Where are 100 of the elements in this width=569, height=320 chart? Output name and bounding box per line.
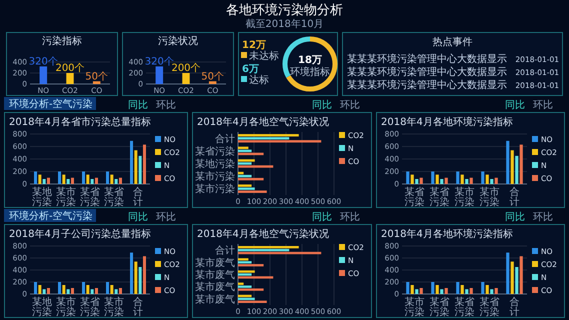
bar (66, 73, 74, 84)
x-tick-label: 某省污染 (430, 186, 450, 208)
text: 某某某环境污染管理中心大数据显示 (347, 79, 507, 91)
bar (470, 178, 473, 184)
bar (431, 282, 434, 294)
bar (238, 246, 299, 248)
bar (118, 288, 122, 294)
bar (58, 282, 62, 294)
bar (58, 172, 62, 184)
bar (470, 288, 473, 294)
text: 环比 (533, 211, 553, 223)
bar (86, 174, 90, 184)
bar (481, 172, 484, 184)
text: 环比 (340, 99, 360, 111)
text: 环境指标 (290, 66, 330, 78)
text: 各地环境污染物分析 (226, 2, 343, 18)
bar (238, 300, 267, 303)
data-label: 50个 (201, 70, 224, 82)
bar (142, 256, 146, 294)
bar (465, 179, 468, 184)
x-tick-label: 某省污染 (430, 296, 450, 318)
bar (238, 172, 244, 174)
bar (515, 267, 518, 294)
bar (38, 285, 42, 294)
chart-title: 2018年4月各地环境污染指标 (381, 228, 513, 240)
x-tick-label: 某市污染 (104, 296, 124, 318)
chart-title: 2018年4月子公司污染总量指标 (9, 228, 151, 240)
text: 环境分析-空气污染 (9, 210, 93, 222)
bar (110, 285, 114, 294)
text: 环比 (533, 99, 553, 111)
bar (410, 174, 414, 184)
text: 某某某环境污染管理中心大数据显示 (347, 66, 507, 78)
bar (406, 172, 410, 184)
text: 同比 (505, 99, 525, 111)
bar (238, 134, 299, 136)
text: 同比 (312, 99, 332, 111)
bar (42, 179, 46, 184)
bar (94, 288, 98, 294)
bar (208, 81, 216, 84)
bar (238, 190, 267, 193)
bar (490, 289, 494, 294)
bar (460, 285, 464, 294)
bar (82, 172, 86, 184)
bar (106, 172, 110, 184)
bar (520, 256, 523, 294)
bar (66, 289, 70, 294)
bar (420, 178, 423, 184)
bar (238, 248, 290, 252)
bar (92, 81, 100, 84)
bar (510, 150, 514, 184)
bar (46, 178, 50, 184)
bar (436, 285, 439, 294)
donut-slice (286, 36, 338, 92)
bar (238, 264, 264, 266)
bar (106, 282, 110, 294)
bar (486, 285, 489, 294)
bar (494, 178, 498, 184)
text: 同比 (128, 99, 148, 111)
bar (66, 179, 70, 184)
chart-title: 2018年4月各地空气污染状况 (197, 116, 329, 128)
bar (156, 66, 164, 84)
bar (440, 289, 444, 294)
x-tick-label: 某省污染 (104, 186, 124, 208)
bar (62, 285, 66, 294)
text: 环比 (156, 211, 176, 223)
y-tick-label: 某市废气 (195, 293, 235, 306)
text: 18万 (298, 55, 322, 66)
bar (34, 172, 38, 184)
bar (238, 286, 252, 288)
bar (444, 288, 448, 294)
x-tick-label: 某省污染 (80, 296, 100, 318)
bar (238, 282, 244, 285)
text: 同比 (312, 211, 332, 223)
data-label: 50个 (85, 70, 108, 82)
bar (62, 174, 66, 184)
text: 环境分析-空气污染 (9, 98, 93, 110)
bar (238, 261, 252, 264)
bar (456, 172, 460, 184)
bar (86, 285, 90, 294)
bar (90, 179, 94, 184)
legend-label: 未达标 (249, 50, 279, 62)
y-tick-label: 某地污染 (195, 158, 235, 170)
x-tick-label: 某市污染 (56, 186, 76, 208)
chart-title: 污染指标 (42, 35, 82, 47)
bar (130, 252, 134, 294)
bar (46, 288, 50, 294)
bar (70, 178, 74, 184)
x-tick-label: 合计 (510, 296, 520, 318)
bar (238, 288, 264, 291)
bar (238, 298, 255, 300)
y-tick-label: 某市废气 (195, 256, 235, 269)
bar (134, 262, 138, 294)
bar (238, 187, 255, 190)
bar (465, 289, 468, 294)
x-tick-label: 某市污染 (454, 186, 474, 208)
bar (436, 174, 439, 184)
bar (506, 252, 510, 294)
bar (506, 140, 510, 184)
chart-title: 污染状况 (158, 35, 198, 47)
bar (520, 144, 523, 184)
